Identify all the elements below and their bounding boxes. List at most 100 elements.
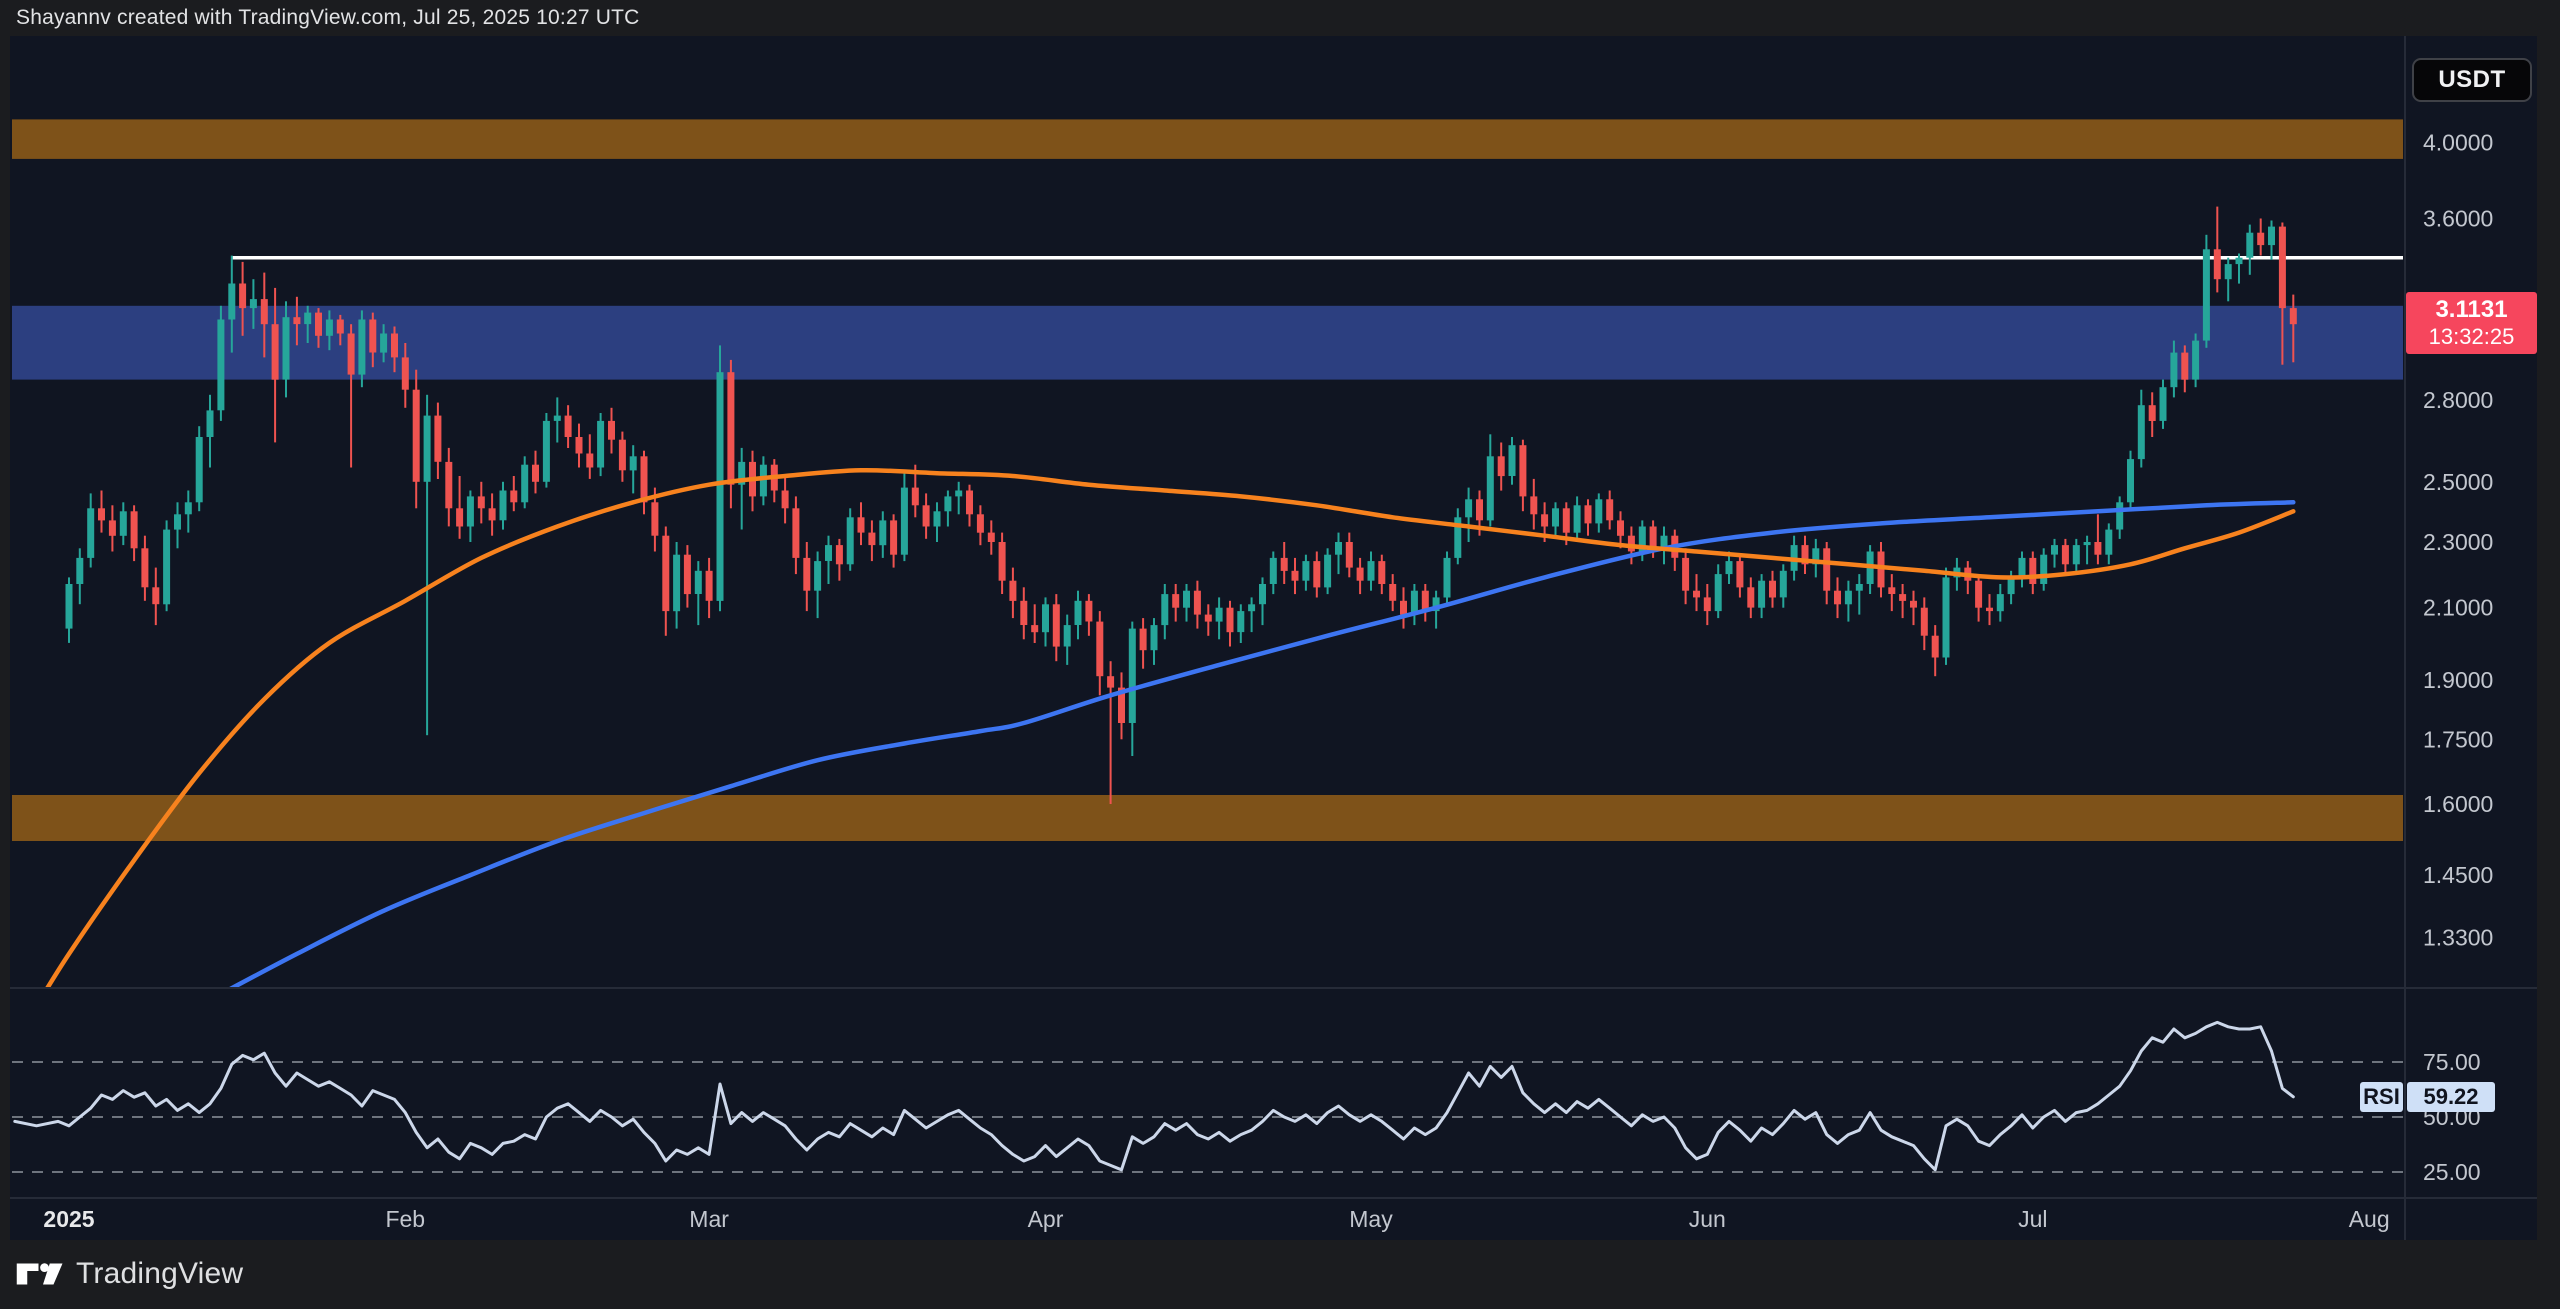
candle-body: [271, 324, 279, 380]
candle-body: [2018, 557, 2026, 578]
candle-wick: [740, 447, 743, 530]
time-tick-label: Apr: [1028, 1206, 1064, 1232]
candle-body: [976, 514, 984, 533]
candle-wick: [350, 324, 353, 468]
candle-body: [2040, 554, 2048, 584]
candle-body: [1193, 590, 1201, 615]
candle-body: [1606, 499, 1614, 521]
candle-body: [651, 502, 659, 536]
candle-body: [1530, 496, 1538, 515]
candle-wick: [1033, 604, 1036, 643]
candle-body: [1910, 600, 1917, 608]
candle-body: [1291, 570, 1299, 581]
candle-body: [1682, 557, 1690, 591]
time-tick-label: Jul: [2018, 1206, 2047, 1232]
candle-body: [1584, 505, 1592, 524]
candle-body: [1573, 505, 1581, 533]
candle-wick: [426, 394, 429, 736]
candle-body: [1096, 621, 1104, 677]
candle-body: [2257, 232, 2265, 246]
candle-body: [1758, 580, 1766, 608]
candle-body: [1389, 584, 1397, 601]
rsi-line: [13, 1020, 2295, 1172]
currency-toggle-button[interactable]: USDT: [2412, 58, 2532, 102]
candle-body: [1432, 597, 1440, 612]
candle-body: [1855, 584, 1863, 591]
candle-body: [911, 487, 919, 506]
price-axis[interactable]: 4.00003.60003.20002.80002.50002.30002.10…: [2423, 130, 2493, 951]
candle-body: [130, 511, 138, 549]
candle-body: [1128, 628, 1136, 723]
candle-body: [1779, 570, 1787, 598]
candle-body: [423, 415, 431, 482]
rsi-value-text: 59.22: [2423, 1084, 2479, 1109]
candle-body: [1725, 561, 1733, 575]
candle-body: [1617, 520, 1624, 536]
candle-body: [1812, 548, 1820, 565]
candle-body: [955, 490, 963, 497]
candle-body: [1899, 594, 1907, 601]
candle-body: [618, 439, 626, 471]
candle-body: [1693, 590, 1700, 598]
candle-body: [1736, 561, 1744, 588]
price-tick-label: 2.3000: [2423, 529, 2493, 555]
candle-body: [1660, 535, 1668, 549]
candle-body: [1107, 676, 1115, 688]
candle-wick: [1912, 590, 1915, 626]
candle-wick: [2292, 294, 2295, 363]
candle-body: [315, 312, 322, 336]
candle-body: [87, 508, 95, 558]
candle-body: [412, 389, 420, 482]
tradingview-logo-icon[interactable]: [16, 1259, 64, 1289]
candle-body: [1465, 499, 1473, 518]
candle-body: [521, 464, 529, 503]
candle-body: [2072, 545, 2080, 565]
candle-body: [2127, 459, 2134, 503]
candle-body: [900, 487, 908, 555]
candle-body: [716, 372, 724, 601]
candle-body: [2159, 387, 2167, 421]
chart-container[interactable]: 4.00003.60003.20002.80002.50002.30002.10…: [10, 36, 2537, 1240]
candle-body: [1877, 551, 1885, 588]
price-zones: [12, 119, 2403, 841]
candle-body: [1356, 567, 1364, 581]
price-tick-label: 2.5000: [2423, 469, 2493, 495]
candle-body: [434, 415, 442, 462]
candle-body: [228, 283, 236, 320]
candle-body: [1497, 456, 1505, 477]
candle-body: [814, 561, 822, 591]
candle-body: [1769, 580, 1776, 598]
candle-body: [2094, 542, 2102, 555]
last-price-badge: 3.1131 13:32:25: [2406, 292, 2537, 354]
candle-body: [195, 437, 203, 503]
zone: [12, 305, 2403, 380]
chart-canvas[interactable]: 4.00003.60003.20002.80002.50002.30002.10…: [10, 36, 2537, 1240]
price-tick-label: 1.7500: [2423, 726, 2493, 752]
candle-wick: [1858, 574, 1861, 615]
price-tick-label: 4.0000: [2423, 130, 2493, 156]
candle-body: [2181, 352, 2189, 380]
candle-body: [1259, 584, 1266, 605]
rsi-value-badge: 59.22: [2407, 1082, 2495, 1112]
candle-body: [401, 357, 409, 390]
candle-body: [781, 490, 789, 509]
candle-body: [141, 548, 149, 588]
candle-body: [304, 312, 312, 325]
candle-body: [65, 584, 73, 629]
last-price-value: 3.1131: [2435, 295, 2508, 323]
candle-body: [857, 517, 865, 533]
candle-wick: [957, 481, 960, 515]
candle-body: [1421, 590, 1429, 612]
candle-body: [1248, 604, 1256, 612]
rsi-tick-label: 75.00: [2423, 1049, 2481, 1075]
candle-body: [2268, 226, 2275, 246]
candle-body: [1996, 594, 2004, 612]
time-axis[interactable]: 2025 Feb Mar Apr May Jun Jul Aug: [43, 1206, 2389, 1232]
candle-body: [944, 496, 952, 512]
candle-body: [564, 415, 572, 437]
candle-body: [2213, 249, 2221, 280]
candle-body: [2116, 502, 2124, 530]
candle-body: [1410, 590, 1418, 615]
tradingview-brand-text[interactable]: TradingView: [76, 1257, 244, 1290]
